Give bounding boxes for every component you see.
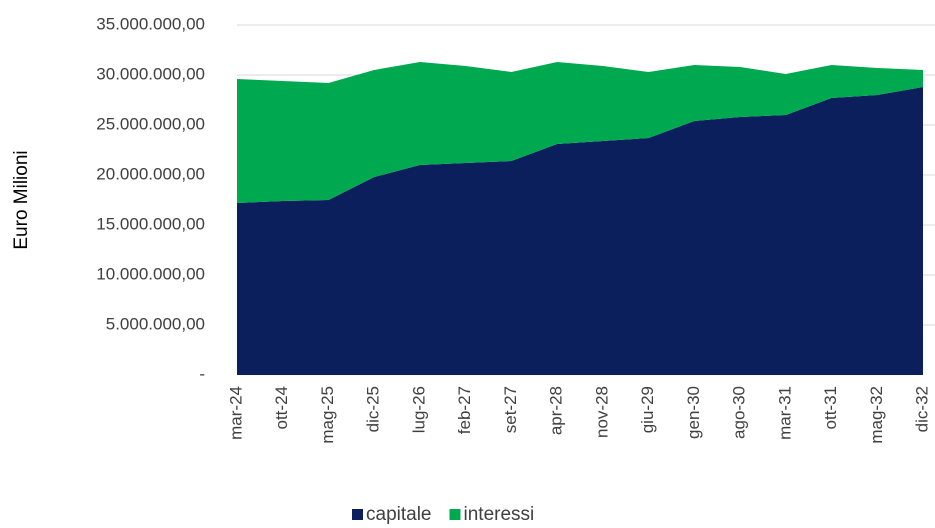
x-tick-label: mar-31 [775, 386, 794, 440]
y-axis-label: Euro Milioni [11, 150, 32, 249]
x-tick-label: mar-24 [226, 386, 245, 440]
legend-label: capitale [366, 504, 432, 525]
x-tick-label: giu-29 [638, 386, 657, 433]
y-tick-label: 20.000.000,00 [96, 164, 205, 183]
x-tick-label: ott-24 [272, 386, 291, 429]
x-tick-label: apr-28 [547, 386, 566, 435]
y-tick-label: 15.000.000,00 [96, 214, 205, 233]
legend-label: interessi [464, 504, 535, 525]
x-tick-label: set-27 [501, 386, 520, 433]
x-tick-label: lug-26 [409, 386, 428, 433]
legend-swatch [449, 509, 461, 520]
x-tick-label: gen-30 [684, 386, 703, 439]
legend-swatch [352, 509, 363, 520]
x-tick-label: nov-28 [592, 386, 611, 438]
y-tick-label: 5.000.000,00 [106, 314, 205, 333]
y-tick-label: - [199, 364, 205, 383]
x-tick-label: dic-32 [912, 386, 931, 432]
x-tick-label: mag-25 [318, 386, 337, 444]
area [237, 87, 923, 375]
y-tick-label: 30.000.000,00 [96, 64, 205, 83]
area [237, 62, 923, 203]
y-tick-label: 10.000.000,00 [96, 264, 205, 283]
y-tick-label: 25.000.000,00 [96, 114, 205, 133]
x-tick-label: feb-27 [455, 386, 474, 434]
x-tick-label: mag-32 [867, 386, 886, 444]
x-tick-label: dic-25 [364, 386, 383, 432]
y-tick-label: 35.000.000,00 [96, 14, 205, 33]
x-tick-label: ott-31 [821, 386, 840, 429]
x-tick-label: ago-30 [730, 386, 749, 439]
